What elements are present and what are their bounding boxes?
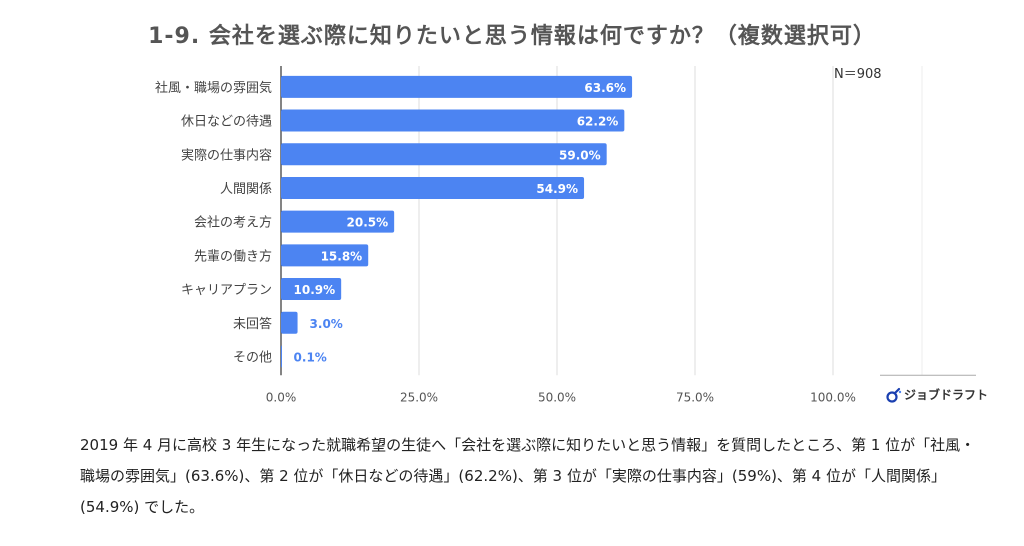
category-label: 休日などの待遇: [181, 115, 272, 130]
x-tick-labels: 0.0% 25.0% 50.0% 75.0% 100.0%: [266, 390, 856, 404]
value-label: 63.6%: [584, 81, 626, 95]
x-tick-label: 0.0%: [266, 390, 297, 404]
brand-name: ジョブドラフト: [904, 388, 989, 402]
category-label: 実際の仕事内容: [181, 147, 272, 163]
value-label: 54.9%: [536, 182, 578, 196]
bar: [281, 109, 625, 132]
bar: [281, 244, 369, 267]
value-label: 0.1%: [294, 350, 327, 364]
category-label: キャリアプラン: [181, 283, 272, 298]
value-label: 59.0%: [559, 148, 601, 162]
value-label: 62.2%: [577, 115, 619, 129]
jobdraft-logo-icon: [886, 387, 902, 403]
category-label: その他: [233, 350, 272, 365]
category-label: 社風・職場の雰囲気: [155, 80, 272, 96]
category-label: 会社の考え方: [194, 215, 272, 231]
bar: [281, 176, 585, 199]
sample-size-label: N＝908: [834, 67, 882, 82]
category-label: 人間関係: [220, 182, 272, 197]
bar-chart: 社風・職場の雰囲気休日などの待遇実際の仕事内容人間関係会社の考え方先輩の働き方キ…: [155, 66, 976, 404]
value-label: 3.0%: [310, 317, 343, 331]
caption-text: 2019 年 4 月に高校 3 年生になった就職希望の生徒へ「会社を選ぶ際に知り…: [80, 436, 976, 516]
category-label: 未回答: [233, 316, 272, 332]
value-label: 15.8%: [321, 249, 363, 263]
bar: [281, 278, 342, 301]
bar: [281, 210, 395, 233]
brand-logo: ジョブドラフト: [886, 386, 988, 403]
x-tick-label: 75.0%: [676, 390, 714, 404]
category-label: 先輩の働き方: [194, 248, 272, 264]
bar: [281, 345, 282, 368]
value-label: 20.5%: [347, 216, 389, 230]
x-tick-label: 25.0%: [400, 390, 438, 404]
bars: [281, 75, 633, 368]
x-tick-label: 50.0%: [538, 390, 576, 404]
category-labels: 社風・職場の雰囲気休日などの待遇実際の仕事内容人間関係会社の考え方先輩の働き方キ…: [155, 80, 272, 366]
bar: [281, 143, 607, 166]
value-label: 10.9%: [294, 283, 336, 297]
caption: 2019 年 4 月に高校 3 年生になった就職希望の生徒へ「会社を選ぶ際に知り…: [80, 430, 980, 523]
bar: [281, 311, 298, 334]
value-labels: 63.6% 62.2% 59.0% 54.9% 20.5% 15.8% 10.9% 3.0% 0…: [294, 81, 627, 365]
chart-title: 1-9. 会社を選ぶ際に知りたいと思う情報は何ですか？（複数選択可）: [148, 24, 876, 49]
x-tick-label: 100.0%: [810, 390, 856, 404]
bar: [281, 75, 633, 98]
